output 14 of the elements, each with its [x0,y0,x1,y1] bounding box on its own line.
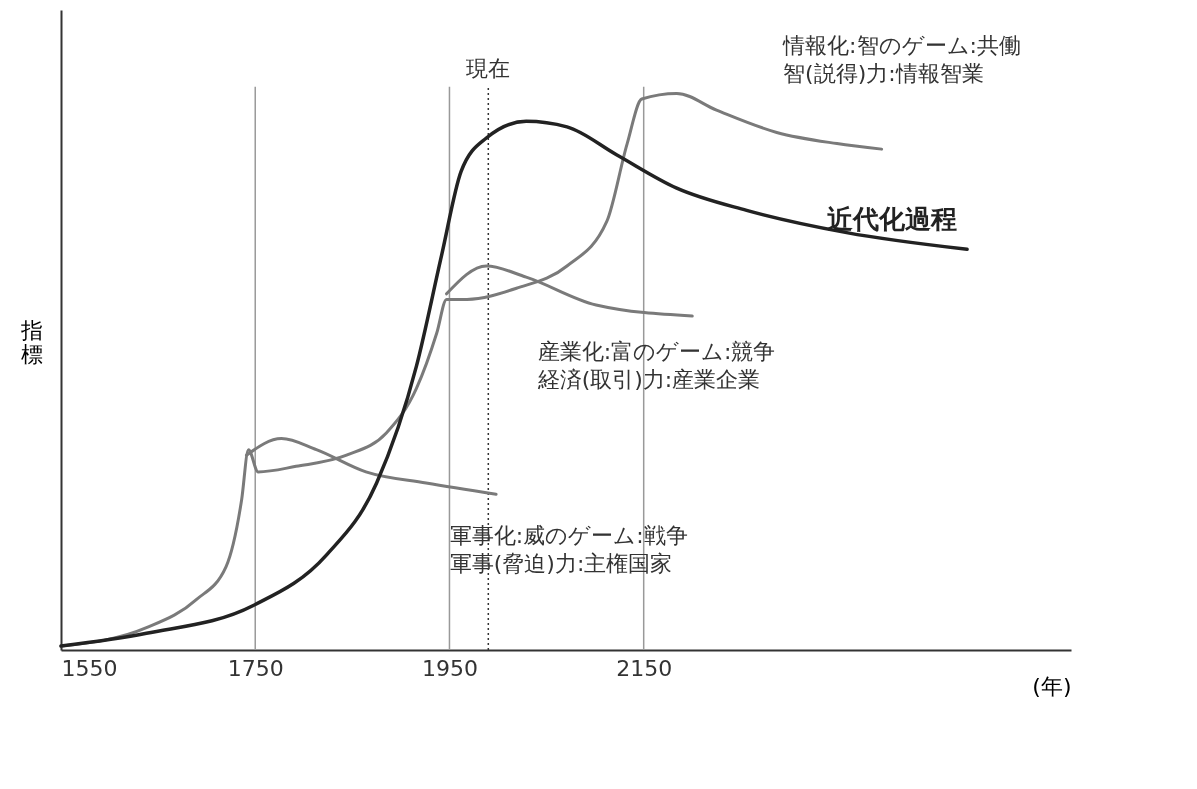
annotation: 軍事化:威のゲーム:戦争 [449,523,688,548]
x-tick-label: 1950 [421,655,478,681]
series-label: 近代化過程 [827,204,958,235]
ref-line-label: 現在 [466,55,511,81]
text: 情報化:智のゲーム:共働 [782,33,1021,59]
y-axis-title: 指標 [19,318,43,368]
x-tick-label: 2150 [616,655,673,681]
text: 智(説得)力:情報智業 [783,61,984,87]
annotation: 経済(取引)力:産業企業 [536,367,761,393]
annotation: 産業化:富のゲーム:競争 [537,339,776,365]
annotation: 軍事(脅迫)力:主権国家 [449,551,673,576]
x-axis-title: (年) [1032,673,1072,699]
x-tick-label: 1750 [227,655,284,681]
x-tick-label: 1550 [61,655,118,681]
